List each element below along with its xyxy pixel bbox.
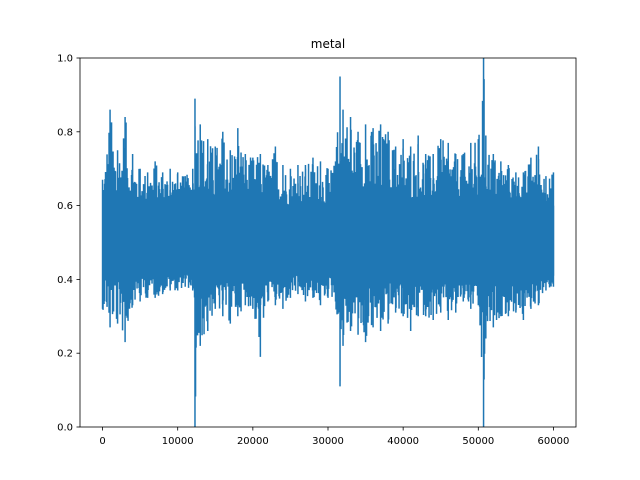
y-tick-label: 1.0: [57, 54, 73, 65]
x-tick-label: 30000: [312, 436, 344, 447]
series-0-line: [101, 58, 555, 427]
series-layer: [101, 58, 555, 427]
series-0: [101, 58, 555, 427]
x-tick-label: 40000: [387, 436, 419, 447]
y-tick-label: 0.6: [57, 201, 73, 212]
x-tick-label: 0: [99, 436, 105, 447]
x-tick-label: 60000: [538, 436, 570, 447]
y-tick-label: 0.0: [57, 423, 73, 434]
y-tick-label: 0.8: [57, 127, 73, 138]
x-tick-label: 50000: [462, 436, 494, 447]
y-tick-label: 0.2: [57, 349, 73, 360]
x-tick-label: 20000: [237, 436, 269, 447]
chart-title: metal: [311, 37, 345, 51]
x-tick-label: 10000: [162, 436, 194, 447]
y-tick-label: 0.4: [57, 275, 73, 286]
axes-layer: 0 10000 20000 30000 40000 50000 60000 0.0 0.2 0.4…: [57, 54, 577, 447]
